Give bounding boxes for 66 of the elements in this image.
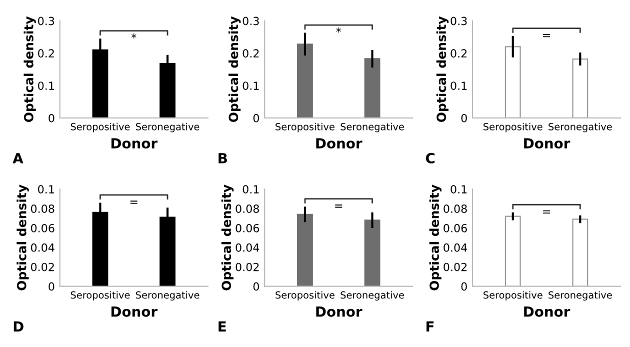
x-tick-label: Seropositive [70, 122, 130, 132]
y-tick-label: 0.02 [236, 262, 259, 272]
y-axis-title: Optical density [228, 16, 241, 122]
x-axis-title: Donor [316, 306, 362, 317]
y-axis-title: Optical density [436, 16, 449, 122]
x-tick-label: Seropositive [484, 291, 542, 301]
y-tick-label: 0.3 [38, 16, 54, 26]
y-axis-title: Optical density [429, 184, 442, 290]
x-tick-label: Seropositive [484, 122, 542, 132]
y-tick-label: 0.06 [444, 224, 467, 232]
x-tick-label: Seropositive [70, 291, 130, 301]
y-tick-label: 0.06 [30, 224, 54, 232]
y-tick-label: 0 [48, 114, 54, 122]
y-tick-label: 0.1 [450, 185, 467, 194]
y-tick-label: 0 [253, 114, 259, 122]
annotation: = [130, 200, 138, 204]
text: B [218, 153, 227, 164]
x-tick-label: Seronegative [340, 291, 404, 301]
y-tick-label: 0.02 [30, 262, 54, 272]
y-tick-label: 0.2 [38, 49, 54, 58]
y-tick-label: 0.04 [444, 243, 468, 252]
x-tick-label: Seronegative [340, 122, 404, 132]
x-tick-label: Seropositive [276, 122, 334, 132]
y-tick-label: 0.06 [236, 224, 260, 232]
annotation: * [336, 28, 342, 33]
y-tick-label: 0.04 [236, 243, 260, 252]
x-tick-label: Seronegative [548, 291, 612, 301]
y-tick-label: 0 [48, 282, 54, 291]
y-tick-label: 0 [253, 282, 259, 291]
x-tick-label: Seronegative [136, 291, 200, 301]
x-axis-title: Donor [524, 306, 570, 317]
y-tick-label: 0.3 [242, 16, 259, 26]
y-tick-label: 0.1 [242, 82, 259, 90]
y-tick-label: 0.1 [38, 185, 54, 194]
x-tick-label: Seronegative [136, 122, 200, 132]
y-tick-label: 0 [461, 282, 467, 291]
y-axis-title: Optical density [16, 184, 29, 290]
text: A [12, 153, 24, 164]
y-tick-label: 0.2 [450, 49, 467, 58]
y-axis-title: Optical density [221, 184, 234, 290]
x-axis-title: Donor [111, 306, 158, 317]
y-tick-label: 0.2 [242, 49, 259, 58]
y-tick-label: 0.1 [450, 82, 467, 90]
annotation: = [335, 204, 342, 208]
x-axis-title: Donor [316, 138, 362, 149]
annotation: = [543, 210, 550, 214]
annotation: = [543, 34, 550, 38]
y-tick-label: 0.02 [444, 262, 467, 272]
x-tick-label: Seropositive [276, 291, 334, 301]
y-tick-label: 0.3 [450, 16, 467, 26]
text: F [426, 321, 434, 332]
y-tick-label: 0.1 [242, 185, 259, 194]
y-tick-label: 0 [461, 114, 467, 122]
x-axis-title: Donor [524, 138, 570, 149]
x-axis-title: Donor [111, 138, 158, 149]
y-tick-label: 0.08 [30, 204, 54, 213]
text: D [14, 321, 24, 332]
y-tick-label: 0.1 [38, 82, 54, 90]
text: C [426, 152, 435, 164]
x-tick-label: Seronegative [548, 122, 612, 132]
text: E [218, 321, 226, 332]
y-tick-label: 0.08 [236, 204, 259, 213]
y-tick-label: 0.04 [30, 243, 54, 252]
y-tick-label: 0.08 [444, 204, 467, 213]
y-axis-title: Optical density [24, 16, 36, 122]
annotation: * [131, 33, 136, 38]
